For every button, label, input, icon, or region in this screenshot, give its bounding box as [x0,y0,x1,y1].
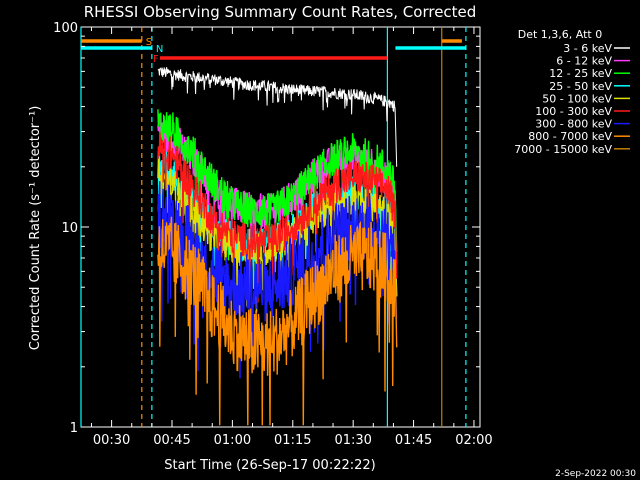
legend-label: 800 - 7000 keV [528,130,612,143]
x-tick-label: 02:00 [455,433,492,448]
x-axis-label: Start Time (26-Sep-17 00:22:22) [164,458,375,473]
legend-label: 6 - 12 keV [556,55,612,68]
x-tick-label: 00:30 [93,433,130,448]
legend-label: 100 - 300 keV [535,105,612,118]
y-tick-label: 1 [70,421,78,436]
x-tick-label: 01:45 [395,433,432,448]
series-line [157,131,398,303]
legend-label: 25 - 50 keV [549,80,612,93]
vertical-markers [80,27,467,427]
legend-label: 3 - 6 keV [563,42,612,55]
chart-title: RHESSI Observing Summary Count Rates, Co… [84,3,477,21]
series-group [157,67,398,426]
x-tick-label: 01:15 [274,433,311,448]
legend-header: Det 1,3,6, Att 0 [518,28,602,41]
legend-label: 300 - 800 keV [535,118,612,131]
x-tick-label: 01:00 [214,433,251,448]
footer-date: 2-Sep-2022 00:30 [555,469,636,479]
x-tick-label: 00:45 [153,433,190,448]
legend-label: 12 - 25 keV [549,67,612,80]
series-line [157,109,398,261]
state-bar-label: F [153,54,159,65]
series-line [157,216,398,426]
legend-label: 50 - 100 keV [542,92,612,105]
legend-label: 7000 - 15000 keV [514,143,612,156]
y-tick-label: 100 [53,21,78,36]
y-axis-ticks: 1 10 100 [53,21,480,436]
x-axis-ticks: 00:30 00:45 01:00 01:15 01:30 01:45 02:00 [90,27,493,448]
state-bar-label: S [146,37,152,48]
y-axis-label: Corrected Count Rate (s⁻¹ detector⁻¹) [28,106,43,351]
x-tick-label: 01:30 [334,433,371,448]
series-line [157,67,398,167]
state-bar-label: N [156,44,163,55]
y-tick-label: 10 [61,221,78,236]
series-line [157,181,398,379]
attenuator-state-bars: SNF [81,37,466,65]
